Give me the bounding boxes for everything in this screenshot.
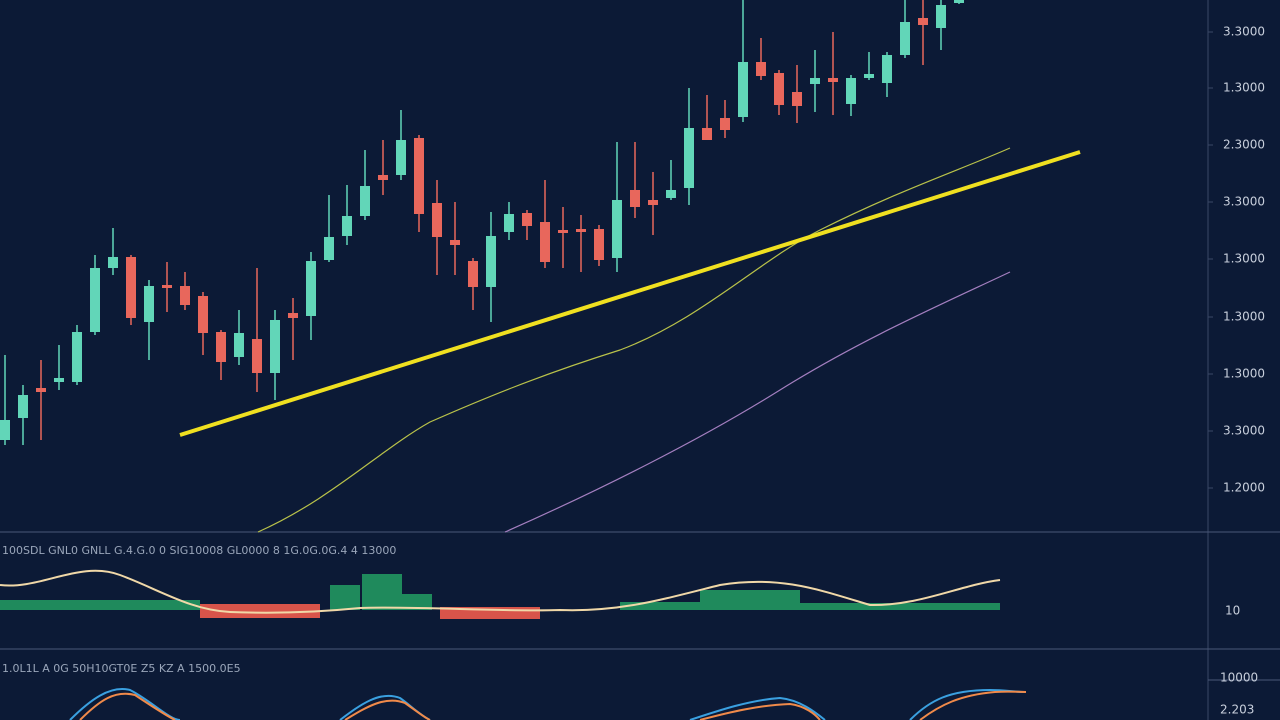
candle-body bbox=[54, 378, 64, 382]
candle-body bbox=[666, 190, 676, 198]
panel-axis-label: 10 bbox=[1225, 604, 1240, 618]
candle-body bbox=[576, 229, 586, 232]
candle-body bbox=[684, 128, 694, 188]
candle-body bbox=[810, 78, 820, 84]
trend-line bbox=[179, 150, 1081, 437]
histogram-bar bbox=[362, 574, 402, 610]
candle-body bbox=[828, 78, 838, 82]
candle-body bbox=[864, 74, 874, 78]
candle-body bbox=[900, 22, 910, 55]
histogram-bar bbox=[402, 594, 432, 610]
candle-body bbox=[540, 222, 550, 262]
candle-body bbox=[198, 296, 208, 333]
candle-body bbox=[0, 420, 10, 440]
candle-body bbox=[324, 237, 334, 260]
candle-body bbox=[882, 55, 892, 83]
y-tick-label: 3.3000 bbox=[1223, 195, 1265, 209]
candle-body bbox=[774, 73, 784, 105]
oscillator-line bbox=[79, 690, 1027, 720]
candle-body bbox=[594, 229, 604, 260]
candle-body bbox=[270, 320, 280, 373]
y-tick-label: 1.2000 bbox=[1223, 481, 1265, 495]
candle-body bbox=[72, 332, 82, 382]
candle-body bbox=[288, 313, 298, 318]
candle-body bbox=[558, 230, 568, 233]
histogram-bar bbox=[200, 604, 320, 618]
candle-body bbox=[252, 339, 262, 373]
candle-body bbox=[18, 395, 28, 418]
histogram-bar bbox=[800, 603, 1000, 610]
candle-body bbox=[234, 333, 244, 357]
candle-body bbox=[360, 186, 370, 216]
histogram-bar bbox=[0, 600, 200, 610]
candle-body bbox=[954, 0, 964, 3]
y-tick-label: 3.3000 bbox=[1223, 424, 1265, 438]
histogram-bar bbox=[330, 585, 360, 610]
candle-body bbox=[504, 214, 514, 232]
panel-axis-label: 2.203 bbox=[1220, 703, 1254, 717]
macd-line bbox=[0, 569, 1001, 614]
candle-body bbox=[522, 213, 532, 226]
histogram-bar bbox=[700, 590, 800, 610]
candle-body bbox=[792, 92, 802, 106]
candle-body bbox=[936, 5, 946, 28]
moving-average bbox=[257, 147, 1011, 533]
candle-body bbox=[306, 261, 316, 316]
candle-body bbox=[648, 200, 658, 205]
candle-body bbox=[432, 203, 442, 237]
candle-body bbox=[342, 216, 352, 236]
candle-body bbox=[144, 286, 154, 322]
candle-body bbox=[756, 62, 766, 76]
candle-body bbox=[846, 78, 856, 104]
candle-body bbox=[720, 118, 730, 130]
candle-body bbox=[468, 261, 478, 287]
y-tick-label: 1.3000 bbox=[1223, 310, 1265, 324]
candle-body bbox=[396, 140, 406, 175]
candle-body bbox=[378, 175, 388, 180]
candle-body bbox=[702, 128, 712, 140]
y-tick-label: 1.3000 bbox=[1223, 81, 1265, 95]
candle-body bbox=[918, 18, 928, 25]
oscillator-line bbox=[69, 688, 1026, 720]
panel-axis-label: 10000 bbox=[1220, 671, 1258, 685]
histogram-bar bbox=[620, 602, 700, 610]
candle-body bbox=[486, 236, 496, 287]
moving-average bbox=[504, 271, 1011, 533]
panel-legend: 1.0L1L A 0G 50H10GT0E Z5 KZ A 1500.0E5 bbox=[2, 662, 241, 675]
candle-body bbox=[414, 138, 424, 214]
candle-body bbox=[738, 62, 748, 117]
candle-body bbox=[216, 332, 226, 362]
candle-body bbox=[36, 388, 46, 392]
candle-body bbox=[180, 286, 190, 305]
candle-body bbox=[90, 268, 100, 332]
y-tick-label: 1.3000 bbox=[1223, 367, 1265, 381]
candle-body bbox=[108, 257, 118, 268]
candle-body bbox=[612, 200, 622, 258]
panel-legend: 100SDL GNL0 GNLL G.4.G.0 0 SIG10008 GL00… bbox=[2, 544, 396, 557]
y-tick-label: 3.3000 bbox=[1223, 25, 1265, 39]
candle-body bbox=[630, 190, 640, 207]
candle-body bbox=[162, 285, 172, 288]
candle-body bbox=[450, 240, 460, 245]
y-tick-label: 1.3000 bbox=[1223, 252, 1265, 266]
y-tick-label: 2.3000 bbox=[1223, 138, 1265, 152]
candle-body bbox=[126, 257, 136, 318]
